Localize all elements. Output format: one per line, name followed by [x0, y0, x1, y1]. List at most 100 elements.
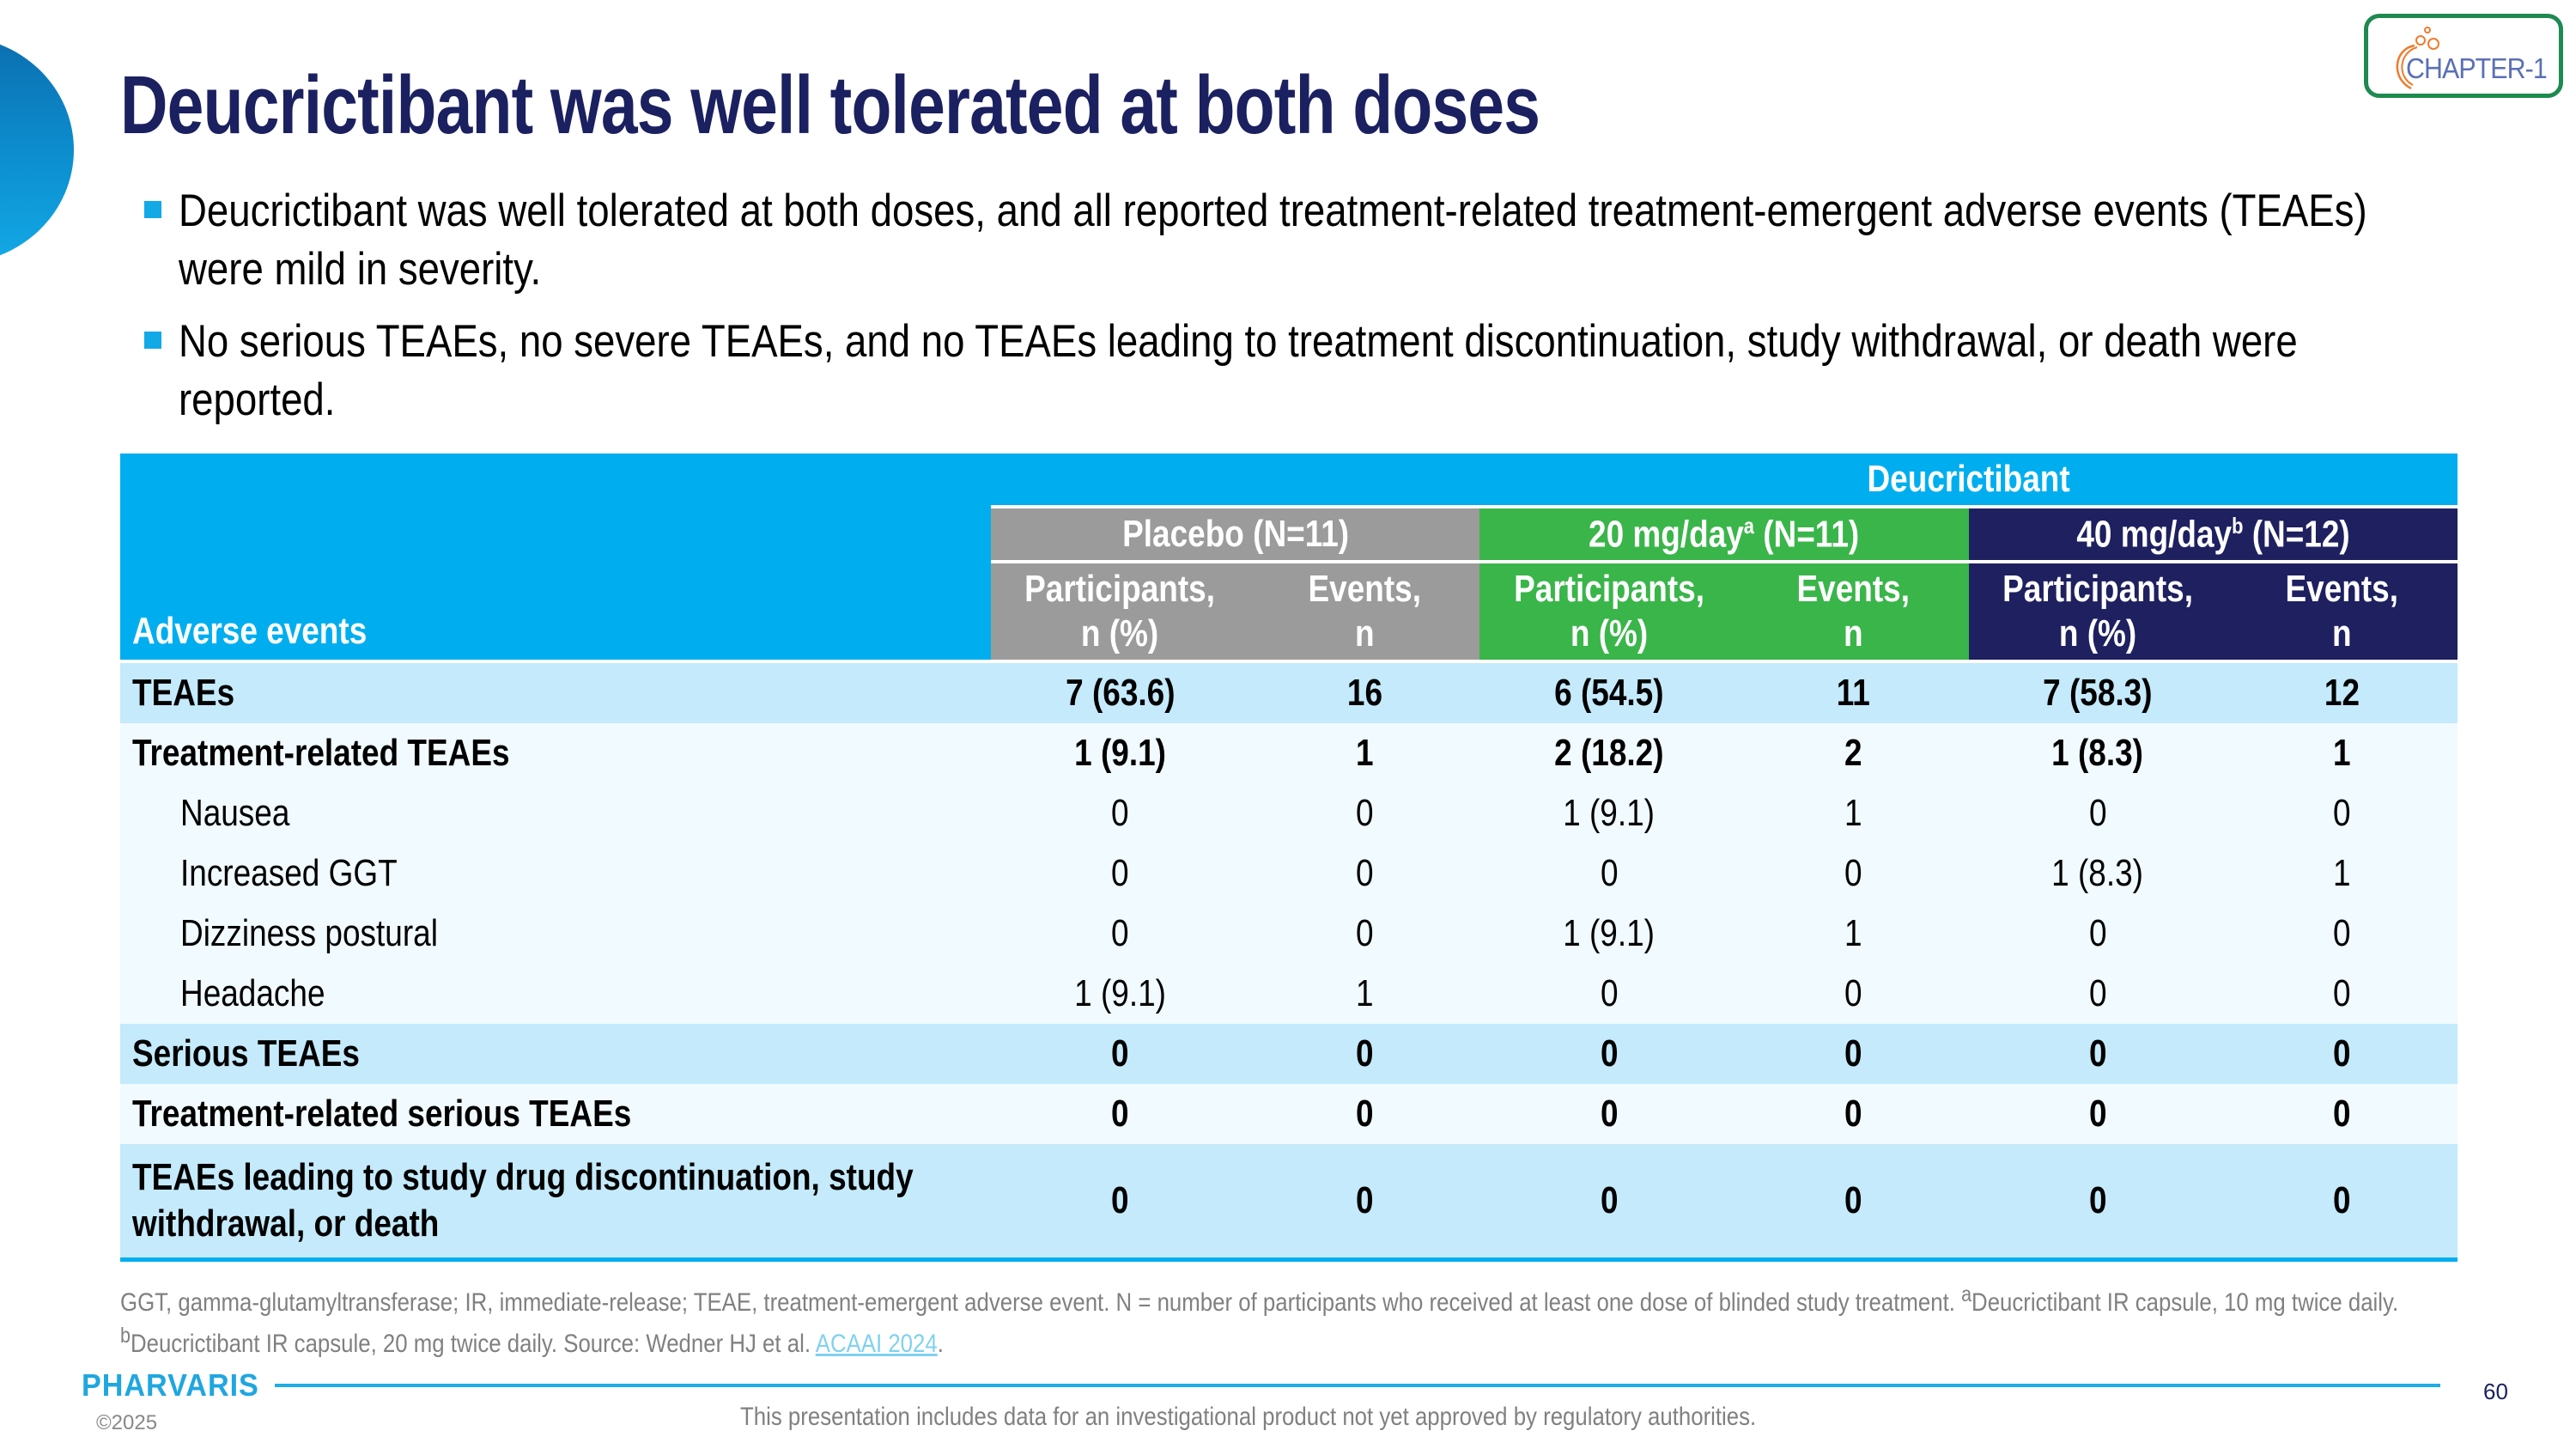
cell: 11: [1738, 660, 1969, 723]
cell: 0: [1738, 964, 1969, 1024]
cell: 0: [1249, 1084, 1480, 1144]
footer-divider: [275, 1384, 2440, 1387]
row-label: Dizziness postural: [120, 904, 992, 964]
pharvaris-logo: PHARVARIS: [82, 1367, 259, 1403]
cell: 1: [1738, 783, 1969, 843]
cell: 0: [2227, 964, 2458, 1024]
cell: 2: [1738, 723, 1969, 783]
row-label: Treatment-related serious TEAEs: [120, 1084, 992, 1144]
row-label: Serious TEAEs: [120, 1024, 992, 1084]
cell: 0: [1968, 1084, 2227, 1144]
subheader-events: Events, n: [1738, 562, 1969, 661]
bubbles-arc-icon: [2396, 27, 2439, 90]
table-row: Nausea 0 0 1 (9.1) 1 0 0: [120, 783, 2458, 843]
table-row: Serious TEAEs 0 0 0 0 0 0: [120, 1024, 2458, 1084]
cell: 0: [991, 1024, 1249, 1084]
cell: 0: [1249, 904, 1480, 964]
table-row: Headache 1 (9.1) 1 0 0 0 0: [120, 964, 2458, 1024]
subheader-events: Events, n: [2227, 562, 2458, 661]
chapter-1-logo: CHAPTER-1: [2364, 14, 2563, 98]
bullet-text: Deucrictibant was well tolerated at both…: [179, 186, 2367, 295]
cell: 0: [2227, 904, 2458, 964]
page-number: 60: [2483, 1379, 2508, 1404]
cell: 0: [1738, 1024, 1969, 1084]
cell: 0: [1968, 904, 2227, 964]
bullet-item: No serious TEAEs, no severe TEAEs, and n…: [144, 313, 2463, 429]
table-row: Increased GGT 0 0 0 0 1 (8.3) 1: [120, 843, 2458, 904]
table-row: Treatment-related serious TEAEs 0 0 0 0 …: [120, 1084, 2458, 1144]
header-deucrictibant: Deucrictibant: [1867, 458, 2070, 500]
header-20mg: 20 mg/daya (N=11): [1479, 505, 1969, 563]
cell: 0: [1738, 843, 1969, 904]
cell: 1: [1738, 904, 1969, 964]
cell: 0: [1479, 1084, 1739, 1144]
cell: 1 (8.3): [1968, 843, 2227, 904]
table-row: Dizziness postural 0 0 1 (9.1) 1 0 0: [120, 904, 2458, 964]
cell: 0: [1479, 1144, 1739, 1262]
cell: 1: [2227, 723, 2458, 783]
cell: 0: [2227, 1144, 2458, 1262]
cell: 7 (63.6): [991, 660, 1249, 723]
cell: 0: [991, 904, 1249, 964]
cell: 0: [1479, 1024, 1739, 1084]
cell: 1: [2227, 843, 2458, 904]
cell: 2 (18.2): [1479, 723, 1739, 783]
cell: 1 (9.1): [1479, 783, 1739, 843]
copyright: ©2025: [96, 1411, 158, 1434]
cell: 0: [1479, 964, 1739, 1024]
cell: 0: [1249, 783, 1480, 843]
cell: 7 (58.3): [1968, 660, 2227, 723]
cell: 0: [1968, 964, 2227, 1024]
cell: 0: [1738, 1144, 1969, 1262]
row-label: TEAEs: [120, 660, 992, 723]
row-label: Nausea: [120, 783, 992, 843]
cell: 0: [2227, 1084, 2458, 1144]
source-link[interactable]: ACAAI 2024: [815, 1330, 938, 1358]
footnote: GGT, gamma-glutamyltransferase; IR, imme…: [120, 1282, 2399, 1358]
table-row: Treatment-related TEAEs 1 (9.1) 1 2 (18.…: [120, 723, 2458, 783]
cell: 6 (54.5): [1479, 660, 1739, 723]
bullet-text: No serious TEAEs, no severe TEAEs, and n…: [179, 316, 2298, 425]
cell: 0: [1479, 843, 1739, 904]
logo-text: CHAPTER-1: [2406, 52, 2548, 84]
cell: 0: [991, 843, 1249, 904]
row-label: Increased GGT: [120, 843, 992, 904]
adverse-events-table: Adverse events Deucrictibant Placebo (N=…: [120, 454, 2458, 1262]
cell: 0: [1249, 1144, 1480, 1262]
bullet-square-icon: [144, 332, 161, 349]
cell: 0: [1738, 1084, 1969, 1144]
header-adverse-events: Adverse events: [132, 610, 368, 652]
bullet-item: Deucrictibant was well tolerated at both…: [144, 182, 2463, 299]
decorative-half-circle: [0, 36, 74, 264]
cell: 1 (9.1): [1479, 904, 1739, 964]
cell: 0: [1968, 783, 2227, 843]
cell: 1: [1249, 964, 1480, 1024]
cell: 0: [991, 1144, 1249, 1262]
cell: 12: [2227, 660, 2458, 723]
cell: 0: [1968, 1144, 2227, 1262]
cell: 1 (9.1): [991, 964, 1249, 1024]
header-40mg: 40 mg/dayb (N=12): [1968, 505, 2458, 563]
cell: 0: [2227, 1024, 2458, 1084]
row-label: TEAEs leading to study drug discontinuat…: [120, 1144, 992, 1262]
cell: 0: [991, 1084, 1249, 1144]
subheader-participants: Participants, n (%): [1479, 562, 1739, 661]
cell: 0: [2227, 783, 2458, 843]
row-label: Headache: [120, 964, 992, 1024]
cell: 1: [1249, 723, 1480, 783]
row-label: Treatment-related TEAEs: [120, 723, 992, 783]
header-spacer: [991, 454, 1479, 507]
bullet-list: Deucrictibant was well tolerated at both…: [144, 182, 2463, 443]
subheader-participants: Participants, n (%): [1968, 562, 2227, 661]
slide-title: Deucrictibant was well tolerated at both…: [120, 59, 1540, 151]
disclaimer: This presentation includes data for an i…: [740, 1403, 1757, 1431]
cell: 16: [1249, 660, 1480, 723]
brand-text: PHARVARIS: [82, 1367, 259, 1403]
bullet-square-icon: [144, 201, 161, 218]
table-row: TEAEs 7 (63.6) 16 6 (54.5) 11 7 (58.3) 1…: [120, 660, 2458, 723]
cell: 1 (9.1): [991, 723, 1249, 783]
cell: 1 (8.3): [1968, 723, 2227, 783]
table-row: TEAEs leading to study drug discontinuat…: [120, 1144, 2458, 1262]
cell: 0: [991, 783, 1249, 843]
cell: 0: [1968, 1024, 2227, 1084]
